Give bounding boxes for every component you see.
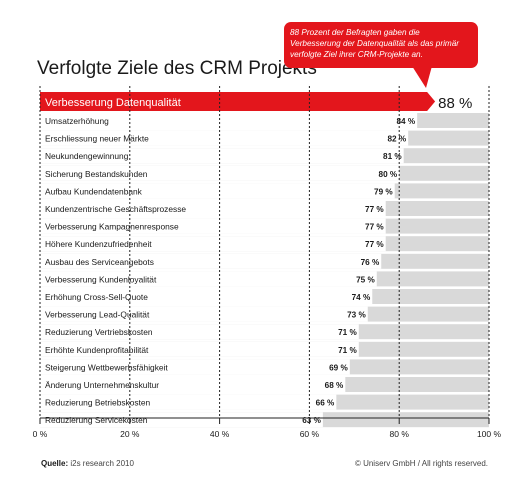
category-label: Kundenzentrische Geschäftsprozesse	[45, 204, 186, 214]
category-label: Reduzierung Vertriebskosten	[45, 327, 153, 337]
category-label: Änderung Unternehmenskultur	[45, 380, 159, 390]
value-label: 77 %	[365, 205, 384, 214]
top-bar-label: Verbesserung Datenqualität	[45, 97, 181, 109]
category-label: Höhere Kundenzufriedenheit	[45, 239, 152, 249]
category-label: Neukundengewinnung	[45, 151, 129, 161]
tick-label: 100 %	[477, 429, 502, 439]
bar	[40, 130, 409, 146]
value-label: 71 %	[338, 328, 357, 337]
bar	[40, 324, 359, 340]
top-bar-value: 88 %	[438, 95, 472, 112]
value-label: 63 %	[302, 416, 321, 425]
tick-label: 40 %	[210, 429, 230, 439]
bar	[40, 289, 373, 304]
source-label: Quelle:	[41, 459, 69, 468]
value-label: 71 %	[338, 346, 357, 355]
top-bar	[40, 92, 436, 111]
category-label: Erhöhung Cross-Sell-Quote	[45, 292, 148, 302]
value-label: 76 %	[361, 258, 380, 267]
bar	[40, 306, 368, 322]
value-label: 69 %	[329, 363, 348, 372]
category-label: Reduzierung Betriebskosten	[45, 398, 151, 408]
copyright-note: © Uniserv GmbH / All rights reserved.	[354, 459, 488, 468]
value-label: 80 %	[379, 170, 398, 179]
bar	[40, 148, 404, 164]
category-label: Umsatzerhöhung	[45, 116, 109, 126]
bar	[40, 359, 350, 375]
value-label: 74 %	[352, 293, 371, 302]
value-label: 84 %	[396, 117, 415, 126]
value-label: 75 %	[356, 275, 375, 284]
value-label: 77 %	[365, 240, 384, 249]
callout-text: 88 Prozent der Befragten gaben die Verbe…	[290, 28, 459, 59]
category-label: Verbesserung Kundenloyalität	[45, 274, 157, 284]
bar	[40, 341, 359, 357]
bar	[40, 253, 382, 269]
value-label: 81 %	[383, 152, 402, 161]
category-label: Steigerung Wettbewerbsfähigkeit	[45, 362, 168, 372]
value-label: 79 %	[374, 187, 393, 196]
value-label: 77 %	[365, 223, 384, 232]
tick-label: 80 %	[390, 429, 410, 439]
bar	[40, 236, 386, 252]
callout-box: 88 Prozent der Befragten gaben die Verbe…	[284, 22, 478, 68]
category-label: Verbesserung Lead-Qualität	[45, 310, 150, 320]
bar	[40, 218, 386, 234]
bar	[40, 201, 386, 216]
source-note: Quelle: i2s research 2010	[41, 459, 134, 468]
category-label: Erhöhte Kundenprofitabilität	[45, 345, 149, 355]
category-label: Sicherung Bestandskunden	[45, 169, 148, 179]
value-label: 73 %	[347, 311, 366, 320]
tick-label: 0 %	[33, 429, 48, 439]
bar	[40, 271, 377, 287]
bar	[40, 183, 395, 199]
source-text: i2s research 2010	[68, 459, 134, 468]
category-label: Ausbau des Serviceangebots	[45, 257, 154, 267]
value-label: 66 %	[316, 399, 335, 408]
category-label: Erschliessung neuer Märkte	[45, 134, 149, 144]
category-label: Aufbau Kundendatenbank	[45, 186, 143, 196]
bar	[40, 165, 400, 181]
bar	[40, 113, 418, 128]
chart-title: Verfolgte Ziele des CRM Projekts	[37, 58, 317, 79]
callout-pointer	[412, 66, 432, 88]
tick-label: 20 %	[120, 429, 140, 439]
tick-label: 60 %	[300, 429, 320, 439]
value-label: 68 %	[325, 381, 344, 390]
bar	[40, 377, 346, 392]
bar	[40, 394, 337, 410]
value-label: 82 %	[388, 135, 407, 144]
category-label: Reduzierung Servicekosten	[45, 415, 148, 425]
bar	[40, 412, 323, 428]
category-label: Verbesserung Kampagnenresponse	[45, 222, 179, 232]
